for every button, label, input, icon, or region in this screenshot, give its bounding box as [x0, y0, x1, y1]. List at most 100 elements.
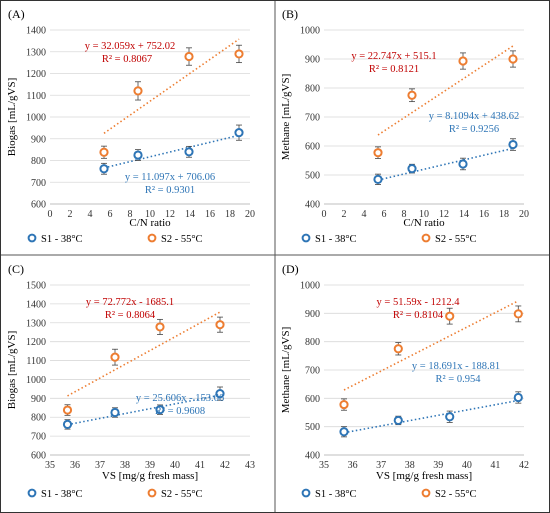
- legend-marker-s1: [301, 233, 311, 243]
- x-tick-label: 41: [195, 460, 205, 471]
- x-tick-label: 35: [45, 460, 55, 471]
- legend-marker-s2: [421, 488, 431, 498]
- data-point-s2: [373, 148, 383, 158]
- y-tick-label: 1000: [26, 375, 46, 386]
- x-tick-label: 43: [245, 460, 255, 471]
- y-tick-label: 1200: [26, 337, 46, 348]
- panel-d-chart: (D) 400 500 600 700 800 900 1000 35 36 37 38 39 40 41 4…: [280, 262, 529, 500]
- legend-label-s1: S1 - 38°C: [315, 234, 357, 245]
- y-tick-label: 800: [31, 156, 46, 167]
- x-tick-label: 12: [165, 209, 175, 220]
- data-point-s1: [110, 407, 120, 418]
- legend-label-s2: S2 - 55°C: [161, 489, 203, 500]
- data-point-s2: [155, 322, 165, 332]
- x-tick-label: 36: [70, 460, 80, 471]
- x-axis-title: C/N ratio: [129, 217, 171, 229]
- y-tick-label: 600: [31, 200, 46, 211]
- y-tick-label: 1100: [26, 91, 46, 102]
- data-point-s1: [393, 415, 403, 426]
- y-tick-label: 1000: [300, 26, 320, 37]
- x-tick-label: 38: [405, 460, 415, 471]
- x-tick-label: 39: [145, 460, 155, 471]
- x-axis-title: C/N ratio: [403, 217, 445, 229]
- panel-label: (B): [282, 7, 298, 21]
- x-tick-label: 8: [128, 209, 133, 220]
- x-tick-label: 10: [145, 209, 155, 220]
- legend-label-s1: S1 - 38°C: [41, 234, 83, 245]
- y-tick-label: 900: [31, 134, 46, 145]
- data-point-s2: [133, 86, 143, 96]
- x-tick-label: 14: [185, 209, 195, 220]
- y-axis-title: Methane [mL/gVS]: [280, 74, 292, 160]
- x-axis-title: VS [mg/g fresh mass]: [376, 470, 472, 482]
- legend-marker-s2: [421, 233, 431, 243]
- x-tick-label: 18: [499, 209, 509, 220]
- data-point-s1: [234, 128, 244, 138]
- data-point-s2: [62, 405, 73, 415]
- y-tick-label: 400: [305, 451, 320, 462]
- legend-marker-s2: [147, 233, 157, 243]
- x-tick-label: 4: [362, 209, 367, 220]
- data-point-s1: [62, 419, 73, 429]
- y-tick-label: 1400: [26, 26, 46, 37]
- data-point-s2: [234, 49, 244, 59]
- y-tick-label: 1300: [26, 47, 46, 58]
- panel-b-chart: (B) 400 500 600 700 800 900 1000 0 2 4 6 8 10 12 14 16 18…: [280, 7, 529, 245]
- legend-marker-s1: [27, 488, 37, 498]
- trend-equation: y = 32.059x + 752.02: [85, 41, 176, 52]
- data-point-s1: [458, 159, 468, 169]
- x-tick-label: 39: [433, 460, 443, 471]
- x-tick-label: 6: [382, 209, 387, 220]
- panel-label: (A): [8, 7, 25, 21]
- y-tick-label: 700: [31, 432, 46, 443]
- x-tick-label: 0: [48, 209, 53, 220]
- x-tick-label: 10: [419, 209, 429, 220]
- data-point-s1: [215, 389, 225, 399]
- trend-r-squared: R² = 0.9301: [145, 185, 195, 196]
- y-tick-label: 900: [305, 55, 320, 66]
- y-tick-label: 600: [305, 142, 320, 153]
- y-tick-label: 800: [305, 84, 320, 95]
- trendline-s2: [377, 45, 514, 136]
- x-tick-label: 41: [490, 460, 500, 471]
- y-axis-title: Biogas [mL/gVS]: [6, 78, 18, 157]
- x-axis-title: VS [mg/g fresh mass]: [102, 470, 198, 482]
- x-tick-label: 16: [205, 209, 215, 220]
- y-tick-label: 1000: [300, 281, 320, 292]
- y-tick-label: 700: [305, 366, 320, 377]
- trend-equation: y = 72.772x - 1685.1: [86, 297, 174, 308]
- x-tick-label: 18: [225, 209, 235, 220]
- x-tick-label: 2: [68, 209, 73, 220]
- data-point-s1: [99, 164, 109, 174]
- trend-r-squared: R² = 0.8067: [102, 54, 152, 65]
- x-tick-label: 4: [88, 209, 93, 220]
- trend-equation: y = 25.606x - 153.66: [136, 393, 224, 404]
- data-point-s2: [393, 344, 403, 354]
- y-tick-label: 1300: [26, 318, 46, 329]
- data-point-s1: [445, 412, 455, 422]
- x-tick-label: 2: [342, 209, 347, 220]
- legend-marker-s2: [147, 488, 157, 498]
- y-tick-label: 1200: [26, 69, 46, 80]
- trend-r-squared: R² = 0.8121: [369, 64, 419, 75]
- y-tick-label: 800: [31, 413, 46, 424]
- y-axis-title: Methane [mL/gVS]: [280, 327, 292, 413]
- x-tick-label: 38: [120, 460, 130, 471]
- y-tick-label: 1000: [26, 113, 46, 124]
- data-point-s2: [407, 90, 417, 100]
- trend-equation: y = 18.691x - 188.81: [412, 361, 500, 372]
- legend-label-s2: S2 - 55°C: [435, 489, 477, 500]
- panel-c-chart: (C) 600 700 800 900 1000 1100 1200 1300 1400 1500 3…: [6, 262, 255, 500]
- y-tick-label: 500: [305, 422, 320, 433]
- y-tick-label: 500: [305, 171, 320, 182]
- trend-r-squared: R² = 0.9256: [449, 124, 499, 135]
- y-tick-label: 1400: [26, 299, 46, 310]
- trendline-s2: [343, 300, 519, 391]
- trendline-s2: [67, 311, 221, 397]
- trend-equation: y = 11.097x + 706.06: [125, 172, 215, 183]
- x-tick-label: 20: [519, 209, 529, 220]
- x-tick-label: 37: [95, 460, 105, 471]
- x-tick-label: 36: [348, 460, 358, 471]
- legend-label-s1: S1 - 38°C: [41, 489, 83, 500]
